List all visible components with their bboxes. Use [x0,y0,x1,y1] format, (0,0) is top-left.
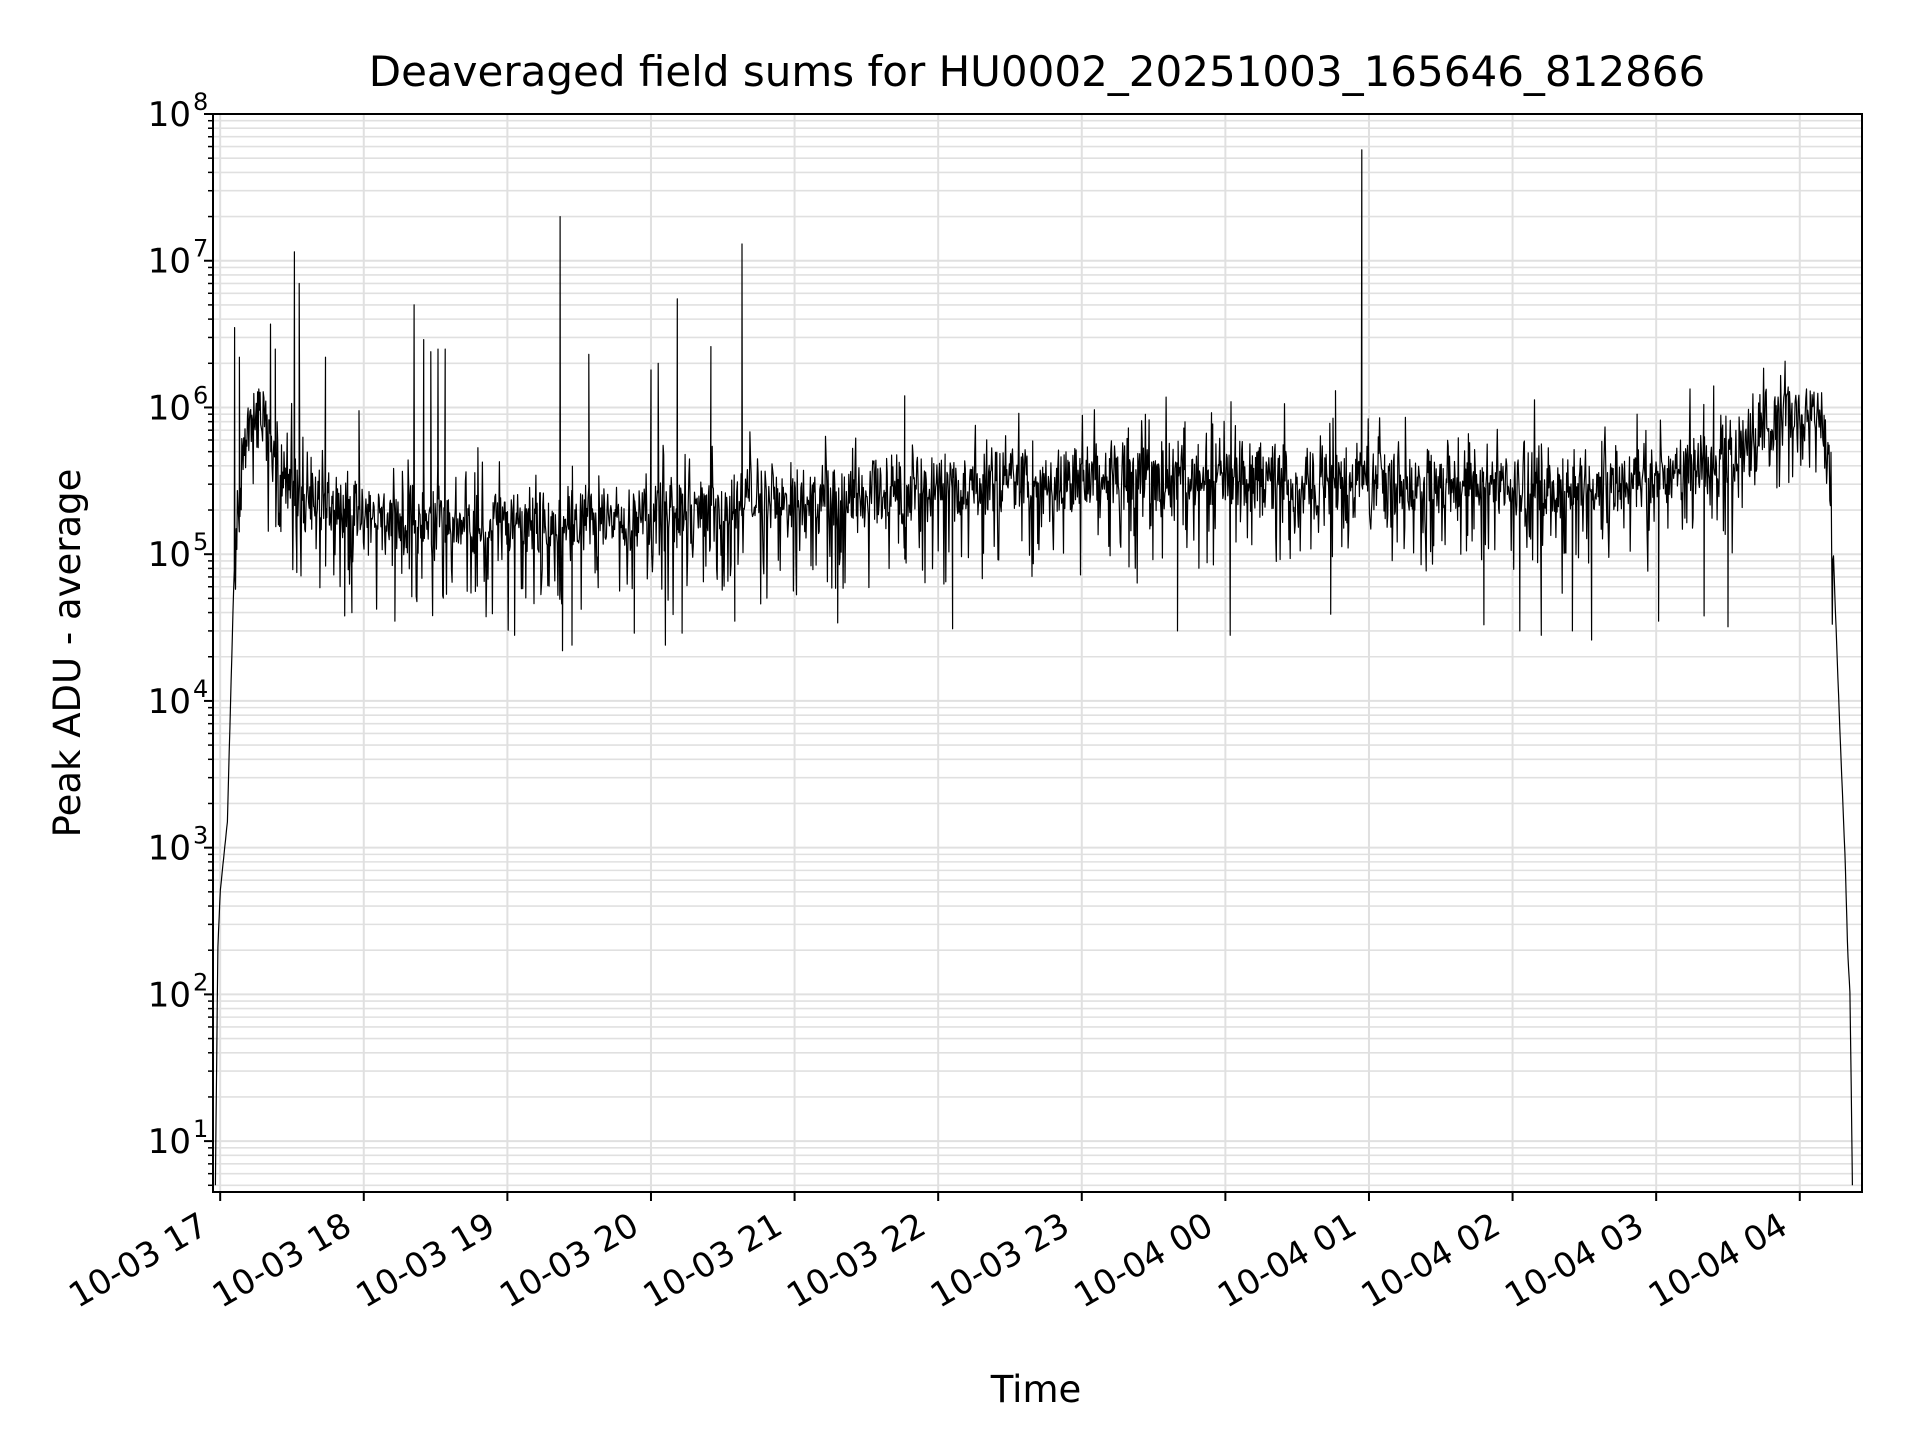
y-tick-label: 10 [148,1122,191,1162]
plot-frame [212,113,1863,1193]
y-tick-exponent: 6 [193,381,208,409]
x-axis-label: Time [990,1368,1082,1411]
y-tick-exponent: 1 [193,1115,208,1143]
y-tick-label: 10 [148,95,191,135]
y-tick-label: 10 [148,682,191,722]
y-tick-label: 10 [148,242,191,282]
chart-title: Deaveraged field sums for HU0002_2025100… [369,47,1706,96]
y-tick-label: 10 [148,535,191,575]
y-tick-label: 10 [148,975,191,1015]
y-tick-exponent: 5 [193,528,208,556]
y-tick-label: 10 [148,388,191,428]
y-axis-label: Peak ADU - average [46,469,89,838]
series-line [214,149,1853,1186]
minor-gridlines [213,119,1862,1187]
y-tick-exponent: 2 [193,968,208,996]
y-tick-exponent: 7 [193,235,208,263]
y-tick-exponent: 4 [193,675,208,703]
y-tick-exponent: 3 [193,822,208,850]
y-tick-label: 10 [148,829,191,869]
series-line-group [214,149,1853,1186]
y-tick-exponent: 8 [193,88,208,116]
